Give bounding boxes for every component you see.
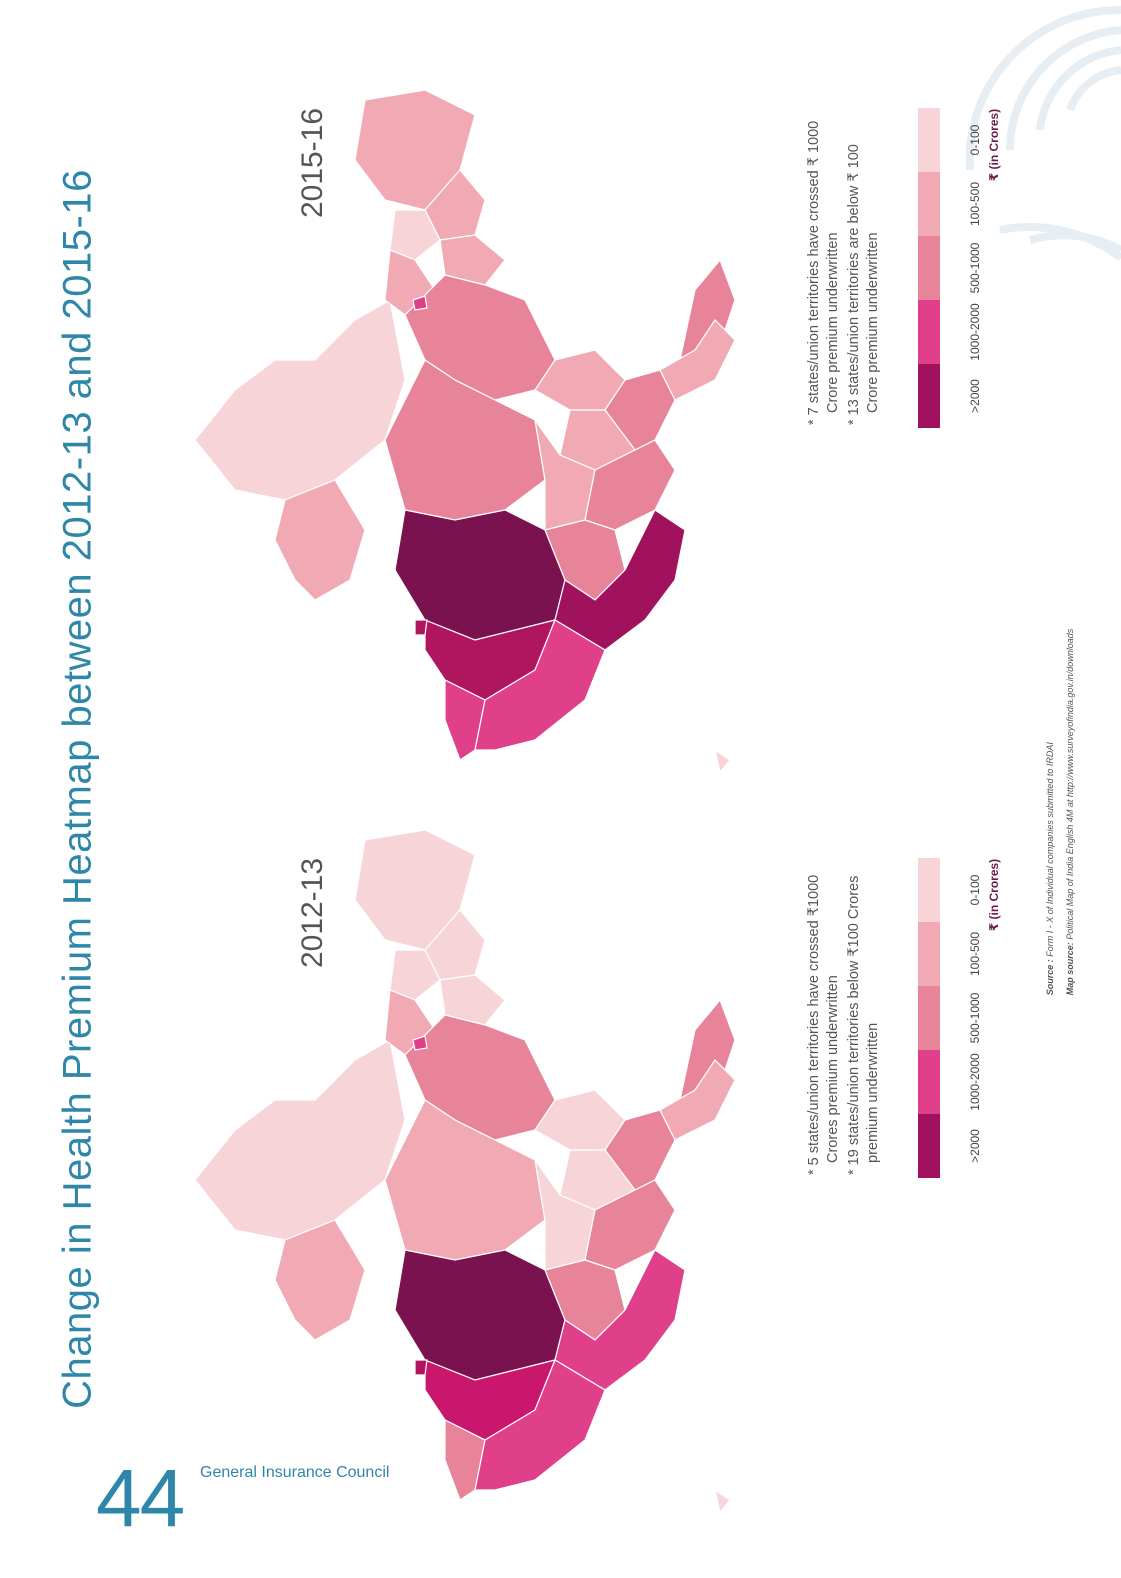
legend-swatch-1000-2000 (918, 300, 940, 364)
legend-label-0-100: 0-100 (968, 124, 982, 156)
legend-swatch-500-1000 (918, 236, 940, 300)
region-kerala (444, 679, 486, 761)
legend-unit: ₹ (in Crores) (987, 108, 1002, 182)
note-item: * 5 states/union territories have crosse… (806, 874, 841, 1175)
legend-swatch-0-100 (918, 108, 940, 172)
region-goa (414, 619, 428, 636)
notes-2012-13: * 5 states/union territories have crosse… (805, 865, 885, 1175)
region-punjab (389, 209, 441, 261)
legend-label-gt2000: >2000 (968, 379, 982, 413)
legend-label-1000-2000: 1000-2000 (968, 1053, 982, 1111)
legend-label-500-1000: 500-1000 (968, 992, 982, 1044)
page-number: 44 (96, 1453, 185, 1544)
region-uttarakhand (439, 234, 506, 286)
note-item: * 7 states/union territories have crosse… (806, 120, 841, 425)
legend-label-0-100: 0-100 (968, 874, 982, 906)
region-gujarat (274, 1219, 366, 1341)
legend-color-bar (918, 108, 940, 428)
map-source-text: Political Map of India English 4M at htt… (1065, 628, 1075, 940)
region-assam (659, 1059, 736, 1141)
decorative-arcs (965, 5, 1121, 260)
region-tamil-nadu (474, 1359, 606, 1491)
notes-2015-16: * 7 states/union territories have crosse… (805, 115, 885, 425)
map-source-label: Map source: (1065, 942, 1075, 996)
region-punjab (389, 949, 441, 1001)
source-text: Form I - X of Individual companies submi… (1045, 742, 1055, 957)
legend-swatch-100-500 (918, 922, 940, 986)
legend-2012-13: 0-100 100-500 500-1000 1000-2000 >2000 ₹… (918, 858, 1038, 1178)
islands (714, 748, 731, 774)
region-delhi (412, 1035, 428, 1051)
legend-label-500-1000: 500-1000 (968, 242, 982, 294)
map-2012-13 (175, 800, 736, 1520)
legend-swatch-500-1000 (918, 986, 940, 1050)
legend-swatch-gt2000 (918, 364, 940, 428)
organization-name: General Insurance Council (200, 1464, 390, 1481)
legend-label-gt2000: >2000 (968, 1129, 982, 1163)
region-tamil-nadu (474, 619, 606, 751)
region-assam (659, 319, 736, 401)
legend-swatch-0-100 (918, 858, 940, 922)
note-item: * 19 states/union territories below ₹100… (846, 875, 881, 1175)
legend-swatch-1000-2000 (918, 1050, 940, 1114)
islands (714, 1488, 731, 1514)
region-rajasthan (194, 1039, 406, 1241)
legend-swatch-100-500 (918, 172, 940, 236)
legend-2015-16: 0-100 100-500 500-1000 1000-2000 >2000 ₹… (918, 108, 1038, 428)
note-item: * 13 states/union territories are below … (846, 144, 881, 425)
region-delhi (412, 295, 428, 311)
region-rajasthan (194, 299, 406, 501)
legend-label-100-500: 100-500 (968, 181, 982, 227)
legend-swatch-gt2000 (918, 1114, 940, 1178)
legend-label-100-500: 100-500 (968, 931, 982, 977)
legend-color-bar (918, 858, 940, 1178)
india-map-2015-16 (194, 89, 736, 774)
year-label-2012-13: 2012-13 (296, 857, 330, 969)
india-map-2012-13 (194, 829, 736, 1514)
source-label: Source : (1045, 959, 1055, 996)
region-gujarat (274, 479, 366, 601)
page-title: Change in Health Premium Heatmap between… (55, 169, 100, 1409)
legend-unit: ₹ (in Crores) (987, 858, 1002, 932)
map-2015-16 (175, 60, 736, 780)
source-line: Source : Form I - X of Individual compan… (1040, 629, 1060, 996)
sources: Source : Form I - X of Individual compan… (1040, 629, 1080, 996)
legend-label-1000-2000: 1000-2000 (968, 303, 982, 361)
map-source-line: Map source: Political Map of India Engli… (1060, 629, 1080, 996)
region-goa (414, 1359, 428, 1376)
region-uttarakhand (439, 974, 506, 1026)
region-kerala (444, 1419, 486, 1501)
year-label-2015-16: 2015-16 (296, 107, 330, 219)
